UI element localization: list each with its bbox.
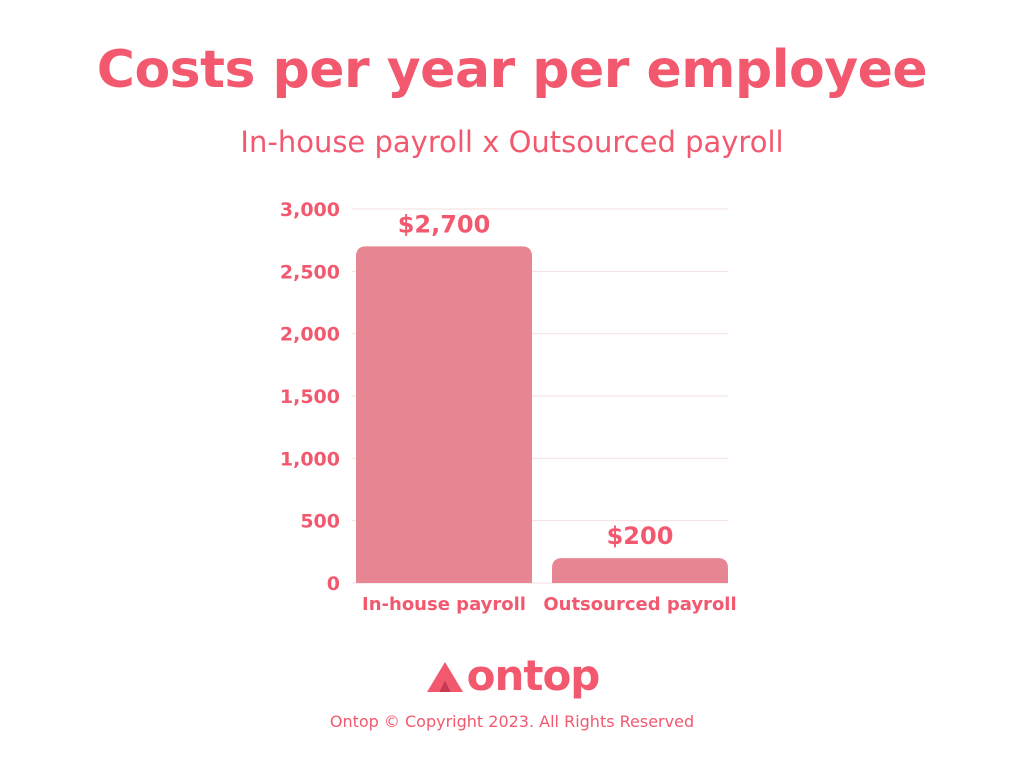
x-category-label: Outsourced payroll xyxy=(543,594,736,615)
bar xyxy=(552,558,728,583)
chart-subtitle: In-house payroll x Outsourced payroll xyxy=(240,125,784,159)
data-label: $2,700 xyxy=(398,210,491,238)
y-tick-label: 0 xyxy=(327,573,340,595)
ontop-logo-icon xyxy=(426,662,463,692)
ontop-logo: ontop xyxy=(0,648,1024,704)
copyright-text: Ontop © Copyright 2023. All Rights Reser… xyxy=(329,712,695,731)
y-tick-label: 2,000 xyxy=(280,324,340,346)
y-tick-label: 1,000 xyxy=(280,448,340,470)
ontop-logo-text: ontop xyxy=(466,651,601,700)
y-tick-label: 3,000 xyxy=(280,199,340,221)
bar xyxy=(356,246,532,583)
y-tick-label: 2,500 xyxy=(280,261,340,283)
y-tick-label: 500 xyxy=(300,511,340,533)
data-label: $200 xyxy=(607,522,674,550)
x-category-label: In-house payroll xyxy=(362,594,526,615)
y-tick-label: 1,500 xyxy=(280,386,340,408)
chart-title: Costs per year per employee xyxy=(96,40,928,100)
